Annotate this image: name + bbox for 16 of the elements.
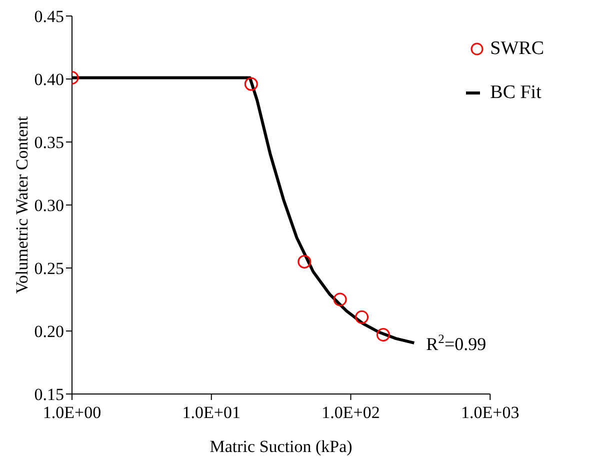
annotation: R$^{2}$=0.99 xyxy=(426,332,486,354)
y-tick-label: 0.45 xyxy=(34,7,64,26)
y-tick-label: 0.30 xyxy=(34,196,64,216)
x-tick-label: 1.0E+00 xyxy=(42,403,102,422)
x-tick-label: 1.0E+03 xyxy=(461,403,520,422)
x-tick-label: 1.0E+02 xyxy=(322,403,380,422)
x-axis-title: Matric Suction (kPa) xyxy=(210,437,352,456)
x-tick-label: 1.0E+01 xyxy=(182,403,240,422)
y-tick-label: 0.20 xyxy=(34,322,64,342)
legend-label: BC Fit xyxy=(490,82,542,104)
y-tick-label: 0.35 xyxy=(34,133,64,152)
y-tick-label: 0.40 xyxy=(34,70,64,90)
y-axis-title: Volumetric Water Content xyxy=(12,116,32,294)
legend-label: SWRC xyxy=(490,38,544,60)
y-tick-label: 0.25 xyxy=(34,259,64,278)
y-tick-label: 0.15 xyxy=(34,385,64,404)
